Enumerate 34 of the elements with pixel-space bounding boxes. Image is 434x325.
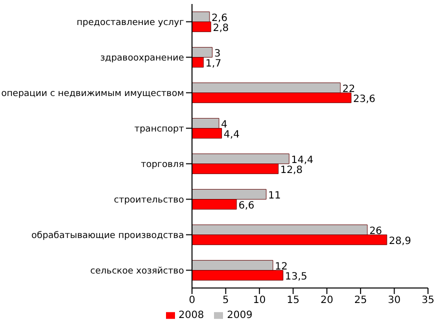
y-tick-label: операции с недвижимым имуществом [1, 88, 184, 99]
y-tick-label: предоставление услуг [76, 18, 184, 28]
data-label: 22 [342, 84, 356, 95]
x-tick-label: 0 [188, 295, 196, 306]
legend-label: 2009 [227, 310, 252, 321]
y-tick-label: сельское хозяйство [90, 266, 184, 276]
data-label: 28,9 [388, 236, 412, 247]
x-tick-label: 35 [422, 295, 434, 306]
y-tick-label: торговля [140, 160, 184, 170]
x-tick-label: 15 [286, 295, 300, 306]
data-label: 3 [214, 48, 221, 60]
data-label: 11 [268, 190, 281, 202]
data-label: 14,4 [291, 154, 314, 166]
y-tick-label: здравоохранение [100, 53, 184, 64]
y-tick-label: строительство [114, 195, 184, 206]
x-tick-label: 20 [320, 295, 334, 306]
data-label: 2,6 [212, 12, 228, 24]
data-label: 6,6 [238, 200, 254, 212]
legend-label: 2008 [178, 310, 204, 321]
data-label: 12 [274, 261, 288, 272]
x-tick-label: 25 [354, 295, 367, 306]
x-tick-label: 10 [253, 295, 266, 306]
data-label: 26 [369, 226, 382, 237]
data-label: 23,6 [353, 94, 376, 105]
data-label: 4,4 [224, 129, 240, 140]
data-label: 2,8 [212, 22, 229, 34]
y-tick-label: обрабатывающие производства [31, 230, 184, 241]
data-label: 13,5 [285, 271, 308, 282]
data-label: 12,8 [280, 164, 303, 176]
y-tick-label: транспорт [134, 124, 184, 134]
data-label: 1,7 [205, 58, 222, 70]
x-tick-label: 5 [222, 295, 229, 306]
x-tick-label: 30 [388, 295, 401, 306]
data-label: 4 [220, 119, 228, 130]
